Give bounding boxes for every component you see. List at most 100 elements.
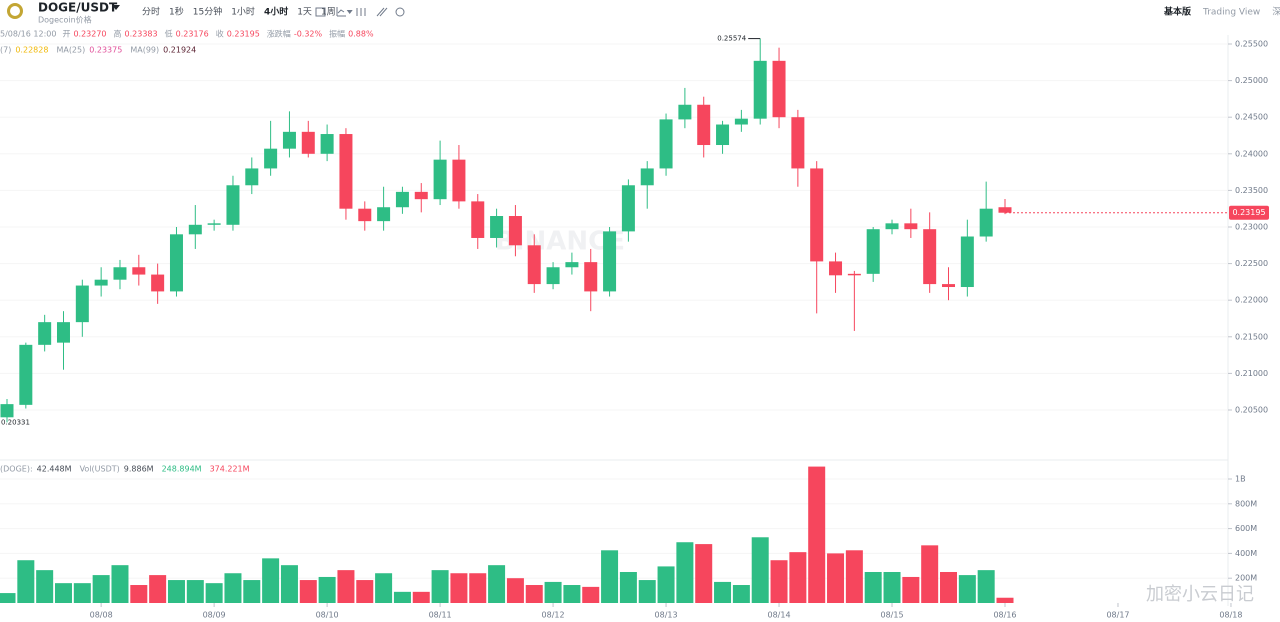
volume-bar: [940, 571, 958, 603]
volume-bar: [299, 580, 317, 603]
toolbar-icons: [315, 7, 405, 17]
y-tick-label: 0.24000: [1235, 149, 1268, 158]
candle-body: [471, 201, 485, 238]
volume-bar: [601, 550, 619, 603]
y-tick-label: 0.24500: [1235, 113, 1268, 122]
candle-body: [56, 322, 70, 343]
legend-value: 374.221M: [210, 465, 250, 474]
volume-bar: [375, 573, 393, 603]
volume-bar: [864, 571, 882, 603]
interval-button[interactable]: 1秒: [169, 6, 184, 18]
candle-body: [151, 274, 165, 292]
volume-bar: [431, 570, 449, 603]
candle-body: [565, 262, 579, 268]
candle-body: [810, 168, 824, 262]
info-value: 0.23195: [227, 30, 260, 39]
volume-bar: [845, 550, 863, 603]
candle-body: [0, 404, 14, 418]
icon[interactable]: [395, 7, 405, 17]
candle-body: [678, 104, 692, 120]
legend-value: 9.886M: [124, 465, 154, 474]
x-tick-label: 08/09: [203, 611, 226, 620]
volume-bar: [54, 583, 72, 603]
icon[interactable]: [315, 7, 326, 17]
icon[interactable]: [356, 8, 366, 16]
volume-bar: [770, 560, 788, 603]
volume-bar: [902, 576, 920, 603]
candle-body: [753, 60, 767, 119]
volume-bar: [638, 580, 656, 603]
candle-body: [772, 60, 786, 118]
icon[interactable]: [376, 7, 388, 17]
interval-button[interactable]: 1天: [297, 8, 312, 18]
volume-bar: [356, 580, 374, 603]
vol-tick-label: 800M: [1235, 499, 1257, 508]
volume-bar: [996, 597, 1014, 603]
candle-body: [490, 216, 504, 238]
candle-body: [132, 267, 146, 275]
candle-body: [791, 117, 805, 169]
candle-body: [603, 231, 617, 292]
volume-bar: [36, 570, 54, 603]
candle-body: [527, 245, 541, 285]
interval-button[interactable]: 15分钟: [193, 6, 222, 18]
candle-body: [659, 119, 673, 169]
y-tick-label: 0.22000: [1235, 296, 1268, 305]
pair[interactable]: DOGE/USDT: [38, 1, 118, 15]
volume-bar: [243, 580, 261, 603]
volume-bar: [205, 583, 223, 603]
corner-watermark: 加密小云日记: [1146, 584, 1254, 605]
volume-bar: [921, 545, 939, 603]
volume-bar: [525, 585, 543, 603]
interval-button[interactable]: 4小时: [264, 6, 288, 18]
info-time: 5/08/16 12:00: [0, 30, 56, 39]
interval-button[interactable]: 分时: [142, 6, 160, 18]
y-tick-label: 0.22500: [1235, 259, 1268, 268]
info-value: -0.32%: [294, 30, 323, 39]
x-tick-label: 08/15: [880, 611, 903, 620]
x-tick-label: 08/10: [316, 611, 339, 620]
candle-body: [584, 262, 598, 292]
volume-bar: [318, 576, 336, 603]
y-tick-label: 0.20500: [1235, 405, 1268, 414]
interval-dropdown[interactable]: [346, 10, 353, 14]
volume-bar: [714, 581, 732, 603]
candle-body: [19, 344, 33, 405]
info-label: 低: [165, 29, 173, 39]
info-label: 收: [216, 29, 224, 39]
candle-body: [998, 207, 1012, 213]
candle-body: [414, 191, 428, 200]
info-label: 涨跌幅: [267, 29, 291, 39]
volume-bar: [977, 570, 995, 603]
view-button[interactable]: Trading View: [1202, 8, 1260, 18]
legend-value: 0.21924: [163, 46, 196, 55]
candle-body: [113, 267, 127, 280]
volume-bar: [789, 552, 807, 603]
legend-value: 42.448M: [37, 465, 72, 474]
candle-body: [188, 224, 202, 235]
candle-body: [734, 118, 748, 125]
candle-body: [546, 267, 560, 285]
interval-button[interactable]: 1周: [321, 7, 336, 18]
pair-dropdown[interactable]: [112, 5, 120, 10]
interval-button[interactable]: 1小时: [231, 6, 255, 18]
x-tick-label: 08/17: [1106, 611, 1129, 620]
volume-bar: [450, 573, 468, 603]
x-tick-label: 08/11: [429, 611, 452, 620]
volume-bar: [563, 585, 581, 603]
volume-bar: [469, 573, 487, 603]
candle-body: [866, 229, 880, 274]
volume-bar: [130, 585, 148, 603]
volume-bar: [167, 580, 185, 603]
legend-label: Vol(USDT): [80, 465, 120, 474]
volume-bar: [827, 553, 845, 603]
view-button[interactable]: 深度图: [1272, 6, 1280, 18]
candle-body: [301, 131, 315, 154]
candle-body: [640, 168, 654, 186]
vol-tick-label: 400M: [1235, 549, 1257, 558]
legend-label: (DOGE):: [0, 465, 33, 474]
icon[interactable]: [336, 7, 346, 17]
view-button[interactable]: 基本版: [1163, 6, 1191, 18]
volume-bar: [695, 544, 713, 603]
legend-label: MA(99): [130, 46, 159, 55]
